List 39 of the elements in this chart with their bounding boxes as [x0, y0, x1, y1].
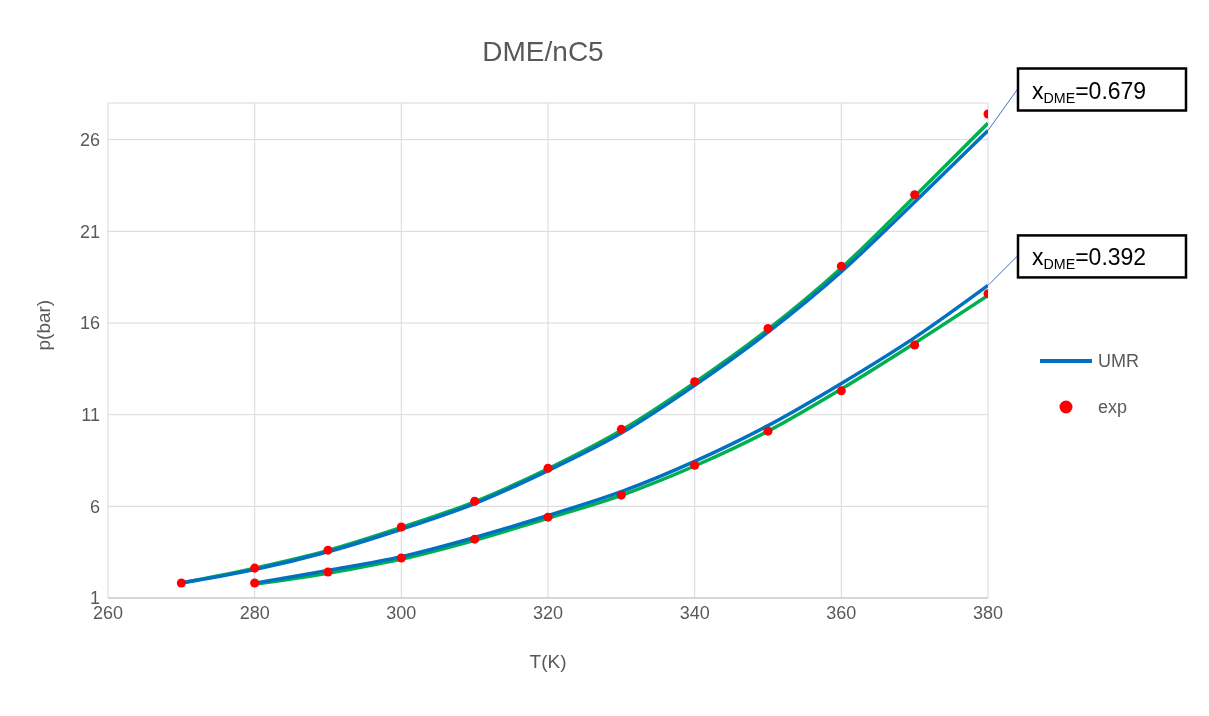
- point: [250, 578, 260, 588]
- point: [176, 578, 186, 588]
- point: [543, 463, 553, 473]
- legend-label: UMR: [1098, 350, 1139, 372]
- point: [910, 190, 920, 200]
- point: [616, 490, 626, 500]
- x-tick-label: 380: [972, 602, 1004, 623]
- annotation: x$_{DME}$=0.392: [1032, 244, 1147, 273]
- point: [616, 424, 626, 434]
- point: [910, 340, 920, 350]
- y-axis-title: p(bar): [32, 299, 54, 351]
- x-tick-label: 300: [386, 602, 417, 623]
- point: [690, 460, 700, 470]
- point: [470, 496, 480, 506]
- point: [543, 512, 553, 522]
- point: [836, 386, 846, 396]
- x-tick-label: 340: [679, 602, 710, 623]
- chart-title: DME/nC5: [481, 36, 605, 68]
- y-tick-label: 11: [81, 405, 100, 426]
- legend-label: exp: [1098, 396, 1128, 418]
- point: [836, 261, 846, 271]
- x-axis-title: T(K): [529, 651, 567, 672]
- point: [250, 563, 260, 573]
- point: [323, 545, 333, 555]
- y-tick-label: 21: [79, 221, 100, 242]
- point: [690, 377, 700, 387]
- point: [763, 323, 773, 334]
- point: [396, 522, 406, 532]
- point: [323, 567, 333, 577]
- point: [470, 534, 480, 544]
- x-tick-label: 280: [239, 602, 270, 623]
- point: [763, 426, 773, 436]
- x-tick-label: 360: [826, 602, 857, 623]
- annotation: x$_{DME}$=0.679: [1032, 77, 1147, 106]
- y-tick-label: 26: [79, 130, 100, 151]
- y-tick-label: 6: [89, 496, 100, 517]
- x-tick-label: 320: [532, 602, 564, 623]
- point: [396, 553, 406, 563]
- y-tick-label: 16: [79, 313, 100, 334]
